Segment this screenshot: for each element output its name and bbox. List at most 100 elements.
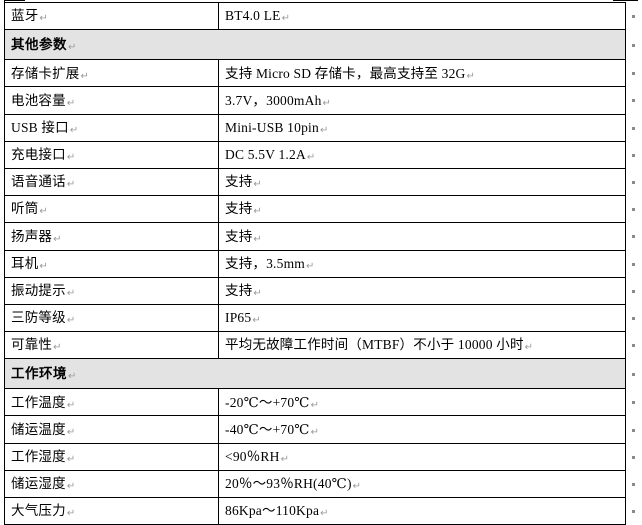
paragraph-mark-icon: ↵ [310,426,320,438]
paragraph-mark-icon: ↵ [281,13,291,25]
row-marker-icon [632,99,635,103]
row-marker-icon [632,235,635,239]
spec-label-text: 三防等级 [11,310,66,326]
spec-label-cell: 工作温度↵ [4,388,219,417]
paragraph-mark-icon: ↵ [310,399,320,411]
table-body: 蓝牙↵ BT4.0 LE↵ 其他参数↵ 存储卡扩展↵ 支持 Micro SD 存储卡，最… [4,1,626,525]
spec-label-cell: 振动提示↵ [4,276,219,305]
row-marker-icon [632,316,635,320]
table-row: 听筒↵ 支持↵ [4,195,626,224]
spec-value-cell: 支持↵ [218,222,626,251]
spec-value-cell: 支持，3.5mm↵ [218,249,626,278]
paragraph-mark-icon: ↵ [68,370,77,382]
spec-value-text: BT4.0 LE [225,8,281,24]
spec-value-cell: IP65↵ [218,303,626,333]
paragraph-mark-icon: ↵ [253,206,262,218]
table-row: 耳机↵ 支持，3.5mm↵ [4,249,626,278]
spec-value-cell: Mini-USB 10pin↵ [218,113,626,142]
paragraph-mark-icon: ↵ [66,508,76,520]
paragraph-mark-icon: ↵ [305,260,315,272]
spec-label-cell: 存储卡扩展↵ [4,59,219,88]
spec-value-text: 86Kpa～110Kpa [225,503,320,519]
document-page: 蓝牙↵ BT4.0 LE↵ 其他参数↵ 存储卡扩展↵ 支持 Micro SD 存储卡，最… [4,0,638,525]
paragraph-mark-icon: ↵ [66,97,76,109]
spec-value-text: 20％～93％RH(40℃) [225,476,352,492]
table-row: 储运湿度↵ 20％～93％RH(40℃)↵ [4,469,626,499]
spec-label-text: 充电接口 [11,147,66,163]
paragraph-mark-icon: ↵ [280,453,290,465]
spec-label-cell: 扬声器↵ [4,222,219,251]
spec-value-text: 支持 [225,283,253,299]
paragraph-mark-icon: ↵ [253,179,262,191]
spec-value-cell: 支持↵ [218,195,626,224]
paragraph-mark-icon: ↵ [66,426,76,438]
table-row: 可靠性↵ 平均无故障工作时间（MTBF）不小于 10000 小时↵ [4,331,626,360]
spec-value-text: 3.7V，3000mAh [225,92,322,108]
section-header-row: 其他参数↵ [4,29,626,61]
paragraph-mark-icon: ↵ [252,315,261,327]
specification-table: 蓝牙↵ BT4.0 LE↵ 其他参数↵ 存储卡扩展↵ 支持 Micro SD 存储卡，最… [4,1,626,525]
table-row: 三防等级 ↵ IP65↵ [4,303,626,333]
spec-value-cell: DC 5.5V 1.2A↵ [218,140,626,169]
spec-label-cell: 大气压力↵ [4,496,219,525]
table-row: 充电接口 ↵ DC 5.5V 1.2A↵ [4,140,626,169]
spec-value-cell: 支持↵ [218,276,626,305]
spec-label-text: USB 接口 [11,119,69,135]
paragraph-mark-icon: ↵ [66,288,76,300]
spec-label-text: 语音通话 [11,174,66,190]
paragraph-mark-icon: ↵ [253,233,262,245]
row-marker-icon [632,181,635,185]
spec-value-cell: -20℃～+70℃↵ [218,388,626,417]
spec-value-cell: <90％RH↵ [218,442,626,471]
section-header-cell: 工作环境↵ [4,358,626,390]
spec-label-cell: 储运温度↵ [4,415,219,444]
table-row: 工作湿度 ↵ <90％RH↵ [4,442,626,471]
spec-value-cell: 支持↵ [218,167,626,197]
paragraph-mark-icon: ↵ [68,41,77,53]
table-row: 大气压力↵ 86Kpa～110Kpa ↵ [4,496,626,525]
paragraph-mark-icon: ↵ [66,481,76,493]
spec-value-cell: 20％～93％RH(40℃)↵ [218,469,626,499]
paragraph-mark-icon: ↵ [466,70,476,82]
row-marker-icon [632,43,635,47]
spec-value-cell: -40℃～+70℃↵ [218,415,626,444]
spec-value-text: -40℃～+70℃ [225,421,310,437]
table-row: 扬声器↵ 支持↵ [4,222,626,251]
spec-label-text: 听筒 [11,201,39,217]
row-marker-icon [632,482,635,486]
paragraph-mark-icon: ↵ [69,124,79,136]
paragraph-mark-icon: ↵ [322,97,332,109]
spec-label-text: 电池容量 [11,92,66,108]
spec-label-text: 振动提示 [11,283,66,299]
paragraph-mark-icon: ↵ [306,152,316,164]
section-header-row: 工作环境↵ [4,358,626,390]
spec-label-cell: 听筒↵ [4,195,219,224]
spec-label-cell: 可靠性↵ [4,331,219,360]
spec-label-text: 工作湿度 [11,448,66,464]
paragraph-mark-icon: ↵ [352,481,362,493]
spec-value-text: IP65 [225,310,252,326]
section-header-text: 其他参数 [11,36,67,52]
table-row: 储运温度↵ -40℃～+70℃↵ [4,415,626,444]
previous-row-border-stub-right [613,0,638,3]
table-row: 语音通话 ↵ 支持↵ [4,167,626,197]
spec-label-text: 大气压力 [11,503,66,519]
row-marker-icon [632,72,635,76]
spec-value-cell: 3.7V，3000mAh↵ [218,86,626,115]
spec-value-cell: BT4.0 LE↵ [218,1,626,31]
paragraph-mark-icon: ↵ [53,342,62,354]
spec-label-cell: 蓝牙↵ [4,1,219,31]
paragraph-mark-icon: ↵ [524,342,534,354]
row-marker-icon [632,153,635,157]
paragraph-mark-icon: ↵ [39,260,48,272]
spec-label-text: 储运温度 [11,421,66,437]
spec-value-text: DC 5.5V 1.2A [225,147,306,163]
row-marker-icon [632,208,635,212]
paragraph-mark-icon: ↵ [53,233,62,245]
previous-row-border-stub [4,0,25,3]
table-row: 工作温度↵ -20℃～+70℃↵ [4,388,626,417]
table-row: 电池容量↵ 3.7V，3000mAh↵ [4,86,626,115]
section-header-cell: 其他参数↵ [4,29,626,61]
paragraph-mark-icon: ↵ [253,288,262,300]
spec-value-text: <90％RH [225,448,280,464]
